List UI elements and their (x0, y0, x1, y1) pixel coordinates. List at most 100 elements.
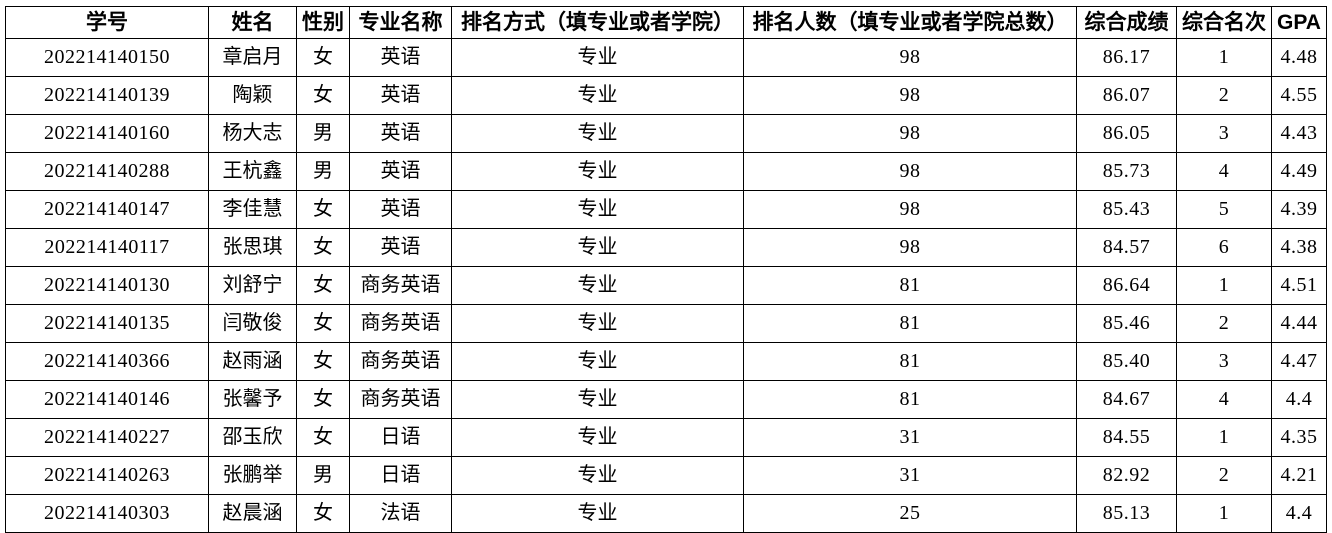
cell-overall-score: 85.73 (1076, 152, 1177, 191)
cell-gender: 女 (296, 228, 350, 267)
cell-gender: 女 (296, 190, 350, 229)
column-header-name: 姓名 (208, 6, 297, 39)
cell-gender: 女 (296, 38, 350, 77)
cell-major: 日语 (349, 418, 452, 457)
cell-gpa: 4.21 (1271, 456, 1327, 495)
cell-gpa: 4.38 (1271, 228, 1327, 267)
cell-gender: 女 (296, 76, 350, 115)
cell-overall-rank: 2 (1176, 456, 1272, 495)
cell-gpa: 4.39 (1271, 190, 1327, 229)
cell-overall-score: 85.13 (1076, 494, 1177, 533)
cell-major: 商务英语 (349, 266, 452, 305)
table-row: 202214140117 张思琪女英语 专业 98 84.57 6 4.38 (5, 228, 1327, 267)
cell-major: 英语 (349, 190, 452, 229)
cell-gender: 男 (296, 114, 350, 153)
table-row: 202214140160 杨大志男英语 专业 98 86.05 3 4.43 (5, 114, 1327, 153)
cell-name: 王杭鑫 (208, 152, 297, 191)
cell-rank-total: 25 (743, 494, 1077, 533)
cell-rank-method: 专业 (451, 380, 744, 419)
cell-overall-rank: 4 (1176, 380, 1272, 419)
cell-name: 李佳慧 (208, 190, 297, 229)
cell-overall-rank: 6 (1176, 228, 1272, 267)
table-header-row: 学号 姓名 性别 专业名称 排名方式（填专业或者学院） 排名人数（填专业或者学院… (5, 6, 1327, 39)
cell-major: 英语 (349, 38, 452, 77)
cell-name: 刘舒宁 (208, 266, 297, 305)
cell-gpa: 4.4 (1271, 380, 1327, 419)
table-row: 202214140150 章启月女英语 专业 98 86.17 1 4.48 (5, 38, 1327, 77)
cell-rank-method: 专业 (451, 38, 744, 77)
cell-name: 闫敬俊 (208, 304, 297, 343)
cell-rank-total: 98 (743, 228, 1077, 267)
cell-name: 章启月 (208, 38, 297, 77)
cell-major: 商务英语 (349, 342, 452, 381)
cell-gpa: 4.51 (1271, 266, 1327, 305)
cell-name: 陶颖 (208, 76, 297, 115)
cell-overall-score: 86.07 (1076, 76, 1177, 115)
table-row: 202214140366 赵雨涵女商务英语 专业 81 85.40 3 4.47 (5, 342, 1327, 381)
cell-student-id: 202214140146 (5, 380, 209, 419)
cell-rank-method: 专业 (451, 494, 744, 533)
table-row: 202214140288 王杭鑫男英语 专业 98 85.73 4 4.49 (5, 152, 1327, 191)
table-body: 202214140150 章启月女英语 专业 98 86.17 1 4.48 20221414… (5, 38, 1327, 533)
column-header-rank-total: 排名人数（填专业或者学院总数） (743, 6, 1077, 39)
cell-overall-score: 86.17 (1076, 38, 1177, 77)
cell-gender: 男 (296, 152, 350, 191)
cell-overall-rank: 2 (1176, 76, 1272, 115)
column-header-gender: 性别 (296, 6, 350, 39)
cell-gender: 女 (296, 266, 350, 305)
cell-gpa: 4.4 (1271, 494, 1327, 533)
cell-rank-method: 专业 (451, 76, 744, 115)
cell-major: 法语 (349, 494, 452, 533)
cell-rank-method: 专业 (451, 304, 744, 343)
table-row: 202214140135 闫敬俊女商务英语 专业 81 85.46 2 4.44 (5, 304, 1327, 343)
cell-gpa: 4.43 (1271, 114, 1327, 153)
table-row: 202214140227 邵玉欣女日语 专业 31 84.55 1 4.35 (5, 418, 1327, 457)
table-row: 202214140263 张鹏举男日语 专业 31 82.92 2 4.21 (5, 456, 1327, 495)
cell-student-id: 202214140227 (5, 418, 209, 457)
cell-gender: 男 (296, 456, 350, 495)
table-row: 202214140147 李佳慧女英语 专业 98 85.43 5 4.39 (5, 190, 1327, 229)
cell-major: 商务英语 (349, 380, 452, 419)
cell-gender: 女 (296, 380, 350, 419)
column-header-rank-method: 排名方式（填专业或者学院） (451, 6, 744, 39)
cell-rank-total: 81 (743, 380, 1077, 419)
cell-rank-total: 98 (743, 114, 1077, 153)
cell-student-id: 202214140139 (5, 76, 209, 115)
cell-rank-total: 98 (743, 152, 1077, 191)
cell-student-id: 202214140130 (5, 266, 209, 305)
cell-overall-rank: 3 (1176, 342, 1272, 381)
cell-rank-total: 81 (743, 342, 1077, 381)
cell-student-id: 202214140150 (5, 38, 209, 77)
cell-overall-score: 86.64 (1076, 266, 1177, 305)
cell-overall-score: 86.05 (1076, 114, 1177, 153)
cell-gpa: 4.49 (1271, 152, 1327, 191)
cell-overall-rank: 1 (1176, 418, 1272, 457)
table-header: 学号 姓名 性别 专业名称 排名方式（填专业或者学院） 排名人数（填专业或者学院… (5, 6, 1327, 39)
cell-name: 杨大志 (208, 114, 297, 153)
table-row: 202214140139 陶颖女英语 专业 98 86.07 2 4.55 (5, 76, 1327, 115)
cell-name: 赵晨涵 (208, 494, 297, 533)
cell-overall-rank: 3 (1176, 114, 1272, 153)
cell-student-id: 202214140303 (5, 494, 209, 533)
cell-gender: 女 (296, 342, 350, 381)
cell-student-id: 202214140263 (5, 456, 209, 495)
cell-gpa: 4.55 (1271, 76, 1327, 115)
cell-major: 英语 (349, 114, 452, 153)
cell-student-id: 202214140147 (5, 190, 209, 229)
cell-rank-method: 专业 (451, 114, 744, 153)
cell-major: 商务英语 (349, 304, 452, 343)
cell-overall-score: 85.46 (1076, 304, 1177, 343)
student-grade-ranking-table: 学号 姓名 性别 专业名称 排名方式（填专业或者学院） 排名人数（填专业或者学院… (5, 6, 1327, 533)
cell-gender: 女 (296, 418, 350, 457)
cell-name: 张鹏举 (208, 456, 297, 495)
cell-name: 张思琪 (208, 228, 297, 267)
cell-overall-rank: 1 (1176, 494, 1272, 533)
cell-gpa: 4.35 (1271, 418, 1327, 457)
table-row: 202214140130 刘舒宁女商务英语 专业 81 86.64 1 4.51 (5, 266, 1327, 305)
cell-gpa: 4.44 (1271, 304, 1327, 343)
cell-overall-score: 82.92 (1076, 456, 1177, 495)
cell-overall-rank: 1 (1176, 38, 1272, 77)
cell-gender: 女 (296, 494, 350, 533)
cell-major: 英语 (349, 228, 452, 267)
cell-gpa: 4.47 (1271, 342, 1327, 381)
